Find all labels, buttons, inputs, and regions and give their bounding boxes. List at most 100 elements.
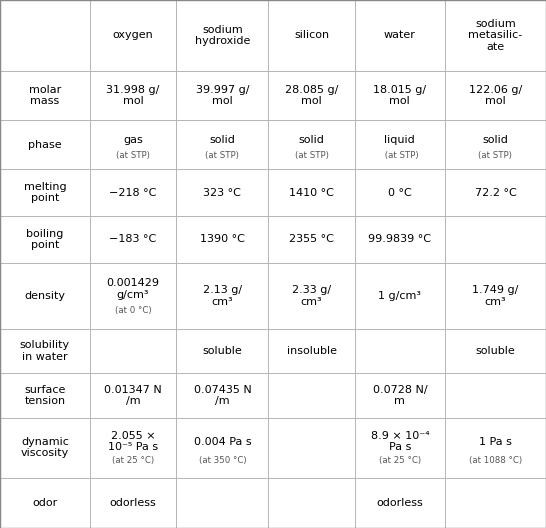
Text: 1 Pa s: 1 Pa s	[479, 437, 512, 447]
Text: 0 °C: 0 °C	[388, 187, 412, 197]
Text: 28.085 g/
mol: 28.085 g/ mol	[285, 84, 339, 106]
Bar	[269, 478, 355, 528]
Bar	[355, 329, 445, 373]
Text: gas: gas	[123, 135, 143, 145]
Bar	[90, 216, 176, 263]
Text: −183 °C: −183 °C	[109, 234, 157, 244]
Text: solid: solid	[210, 135, 235, 145]
Text: odorless: odorless	[110, 498, 157, 508]
Text: 2.055 ×
10⁻⁵ Pa s: 2.055 × 10⁻⁵ Pa s	[108, 431, 158, 452]
Bar	[0, 0, 90, 71]
Text: soluble: soluble	[476, 346, 515, 356]
Bar	[0, 120, 90, 169]
Text: water: water	[384, 31, 416, 41]
Text: molar
mass: molar mass	[29, 84, 61, 106]
Bar	[176, 169, 269, 216]
Text: insoluble: insoluble	[287, 346, 337, 356]
Text: surface
tension: surface tension	[24, 384, 66, 406]
Text: 122.06 g/
mol: 122.06 g/ mol	[469, 84, 522, 106]
Bar	[269, 263, 355, 329]
Text: (at 350 °C): (at 350 °C)	[199, 456, 246, 465]
Bar	[176, 71, 269, 120]
Text: (at STP): (at STP)	[295, 151, 329, 160]
Text: phase: phase	[28, 139, 62, 149]
Text: (at STP): (at STP)	[382, 151, 418, 160]
Text: 1 g/cm³: 1 g/cm³	[378, 291, 422, 301]
Text: (at STP): (at STP)	[116, 151, 150, 160]
Bar	[445, 0, 546, 71]
Bar	[90, 329, 176, 373]
Text: 31.998 g/
mol: 31.998 g/ mol	[106, 84, 160, 106]
Bar	[90, 0, 176, 71]
Bar	[269, 329, 355, 373]
Text: 72.2 °C: 72.2 °C	[474, 187, 517, 197]
Text: 99.9839 °C: 99.9839 °C	[369, 234, 431, 244]
Bar	[355, 169, 445, 216]
Bar	[355, 0, 445, 71]
Bar	[355, 120, 445, 169]
Text: (at 0 °C): (at 0 °C)	[115, 306, 151, 315]
Bar	[0, 169, 90, 216]
Text: 18.015 g/
mol: 18.015 g/ mol	[373, 84, 426, 106]
Text: 2.33 g/
cm³: 2.33 g/ cm³	[292, 285, 331, 307]
Bar	[445, 478, 546, 528]
Text: (at 25 °C): (at 25 °C)	[112, 456, 154, 465]
Text: 0.004 Pa s: 0.004 Pa s	[194, 437, 251, 447]
Bar	[269, 418, 355, 478]
Text: odor: odor	[32, 498, 57, 508]
Text: soluble: soluble	[203, 346, 242, 356]
Bar	[355, 263, 445, 329]
Bar	[0, 71, 90, 120]
Bar	[90, 478, 176, 528]
Text: boiling
point: boiling point	[26, 229, 64, 250]
Bar	[176, 216, 269, 263]
Text: solid: solid	[299, 135, 325, 145]
Bar	[445, 216, 546, 263]
Text: liquid: liquid	[384, 135, 415, 145]
Bar	[445, 71, 546, 120]
Text: 8.9 × 10⁻⁴
Pa s: 8.9 × 10⁻⁴ Pa s	[371, 431, 429, 452]
Bar	[0, 373, 90, 418]
Bar	[269, 169, 355, 216]
Bar	[176, 120, 269, 169]
Text: 323 °C: 323 °C	[204, 187, 241, 197]
Text: 0.001429
g/cm³: 0.001429 g/cm³	[106, 278, 159, 300]
Bar	[355, 373, 445, 418]
Bar	[355, 71, 445, 120]
Text: −218 °C: −218 °C	[109, 187, 157, 197]
Bar	[90, 263, 176, 329]
Bar	[176, 418, 269, 478]
Text: 2355 °C: 2355 °C	[289, 234, 334, 244]
Bar	[176, 478, 269, 528]
Bar	[355, 418, 445, 478]
Bar	[445, 169, 546, 216]
Bar	[90, 71, 176, 120]
Text: 1.749 g/
cm³: 1.749 g/ cm³	[472, 285, 519, 307]
Bar	[355, 216, 445, 263]
Text: solid: solid	[483, 135, 508, 145]
Bar	[0, 478, 90, 528]
Bar	[445, 329, 546, 373]
Text: silicon: silicon	[294, 31, 329, 41]
Bar	[445, 263, 546, 329]
Bar	[269, 71, 355, 120]
Bar	[0, 329, 90, 373]
Bar	[176, 373, 269, 418]
Bar	[90, 120, 176, 169]
Text: 0.0728 N/
m: 0.0728 N/ m	[372, 384, 427, 406]
Text: (at STP): (at STP)	[205, 151, 239, 160]
Text: 39.997 g/
mol: 39.997 g/ mol	[195, 84, 249, 106]
Text: (at STP): (at STP)	[478, 151, 512, 160]
Text: dynamic
viscosity: dynamic viscosity	[21, 437, 69, 458]
Bar	[176, 329, 269, 373]
Bar	[90, 418, 176, 478]
Bar	[176, 0, 269, 71]
Bar	[176, 263, 269, 329]
Bar	[355, 478, 445, 528]
Bar	[445, 120, 546, 169]
Text: (at 1088 °C): (at 1088 °C)	[469, 456, 522, 465]
Bar	[90, 373, 176, 418]
Text: oxygen: oxygen	[112, 31, 153, 41]
Text: 1410 °C: 1410 °C	[289, 187, 334, 197]
Bar	[269, 216, 355, 263]
